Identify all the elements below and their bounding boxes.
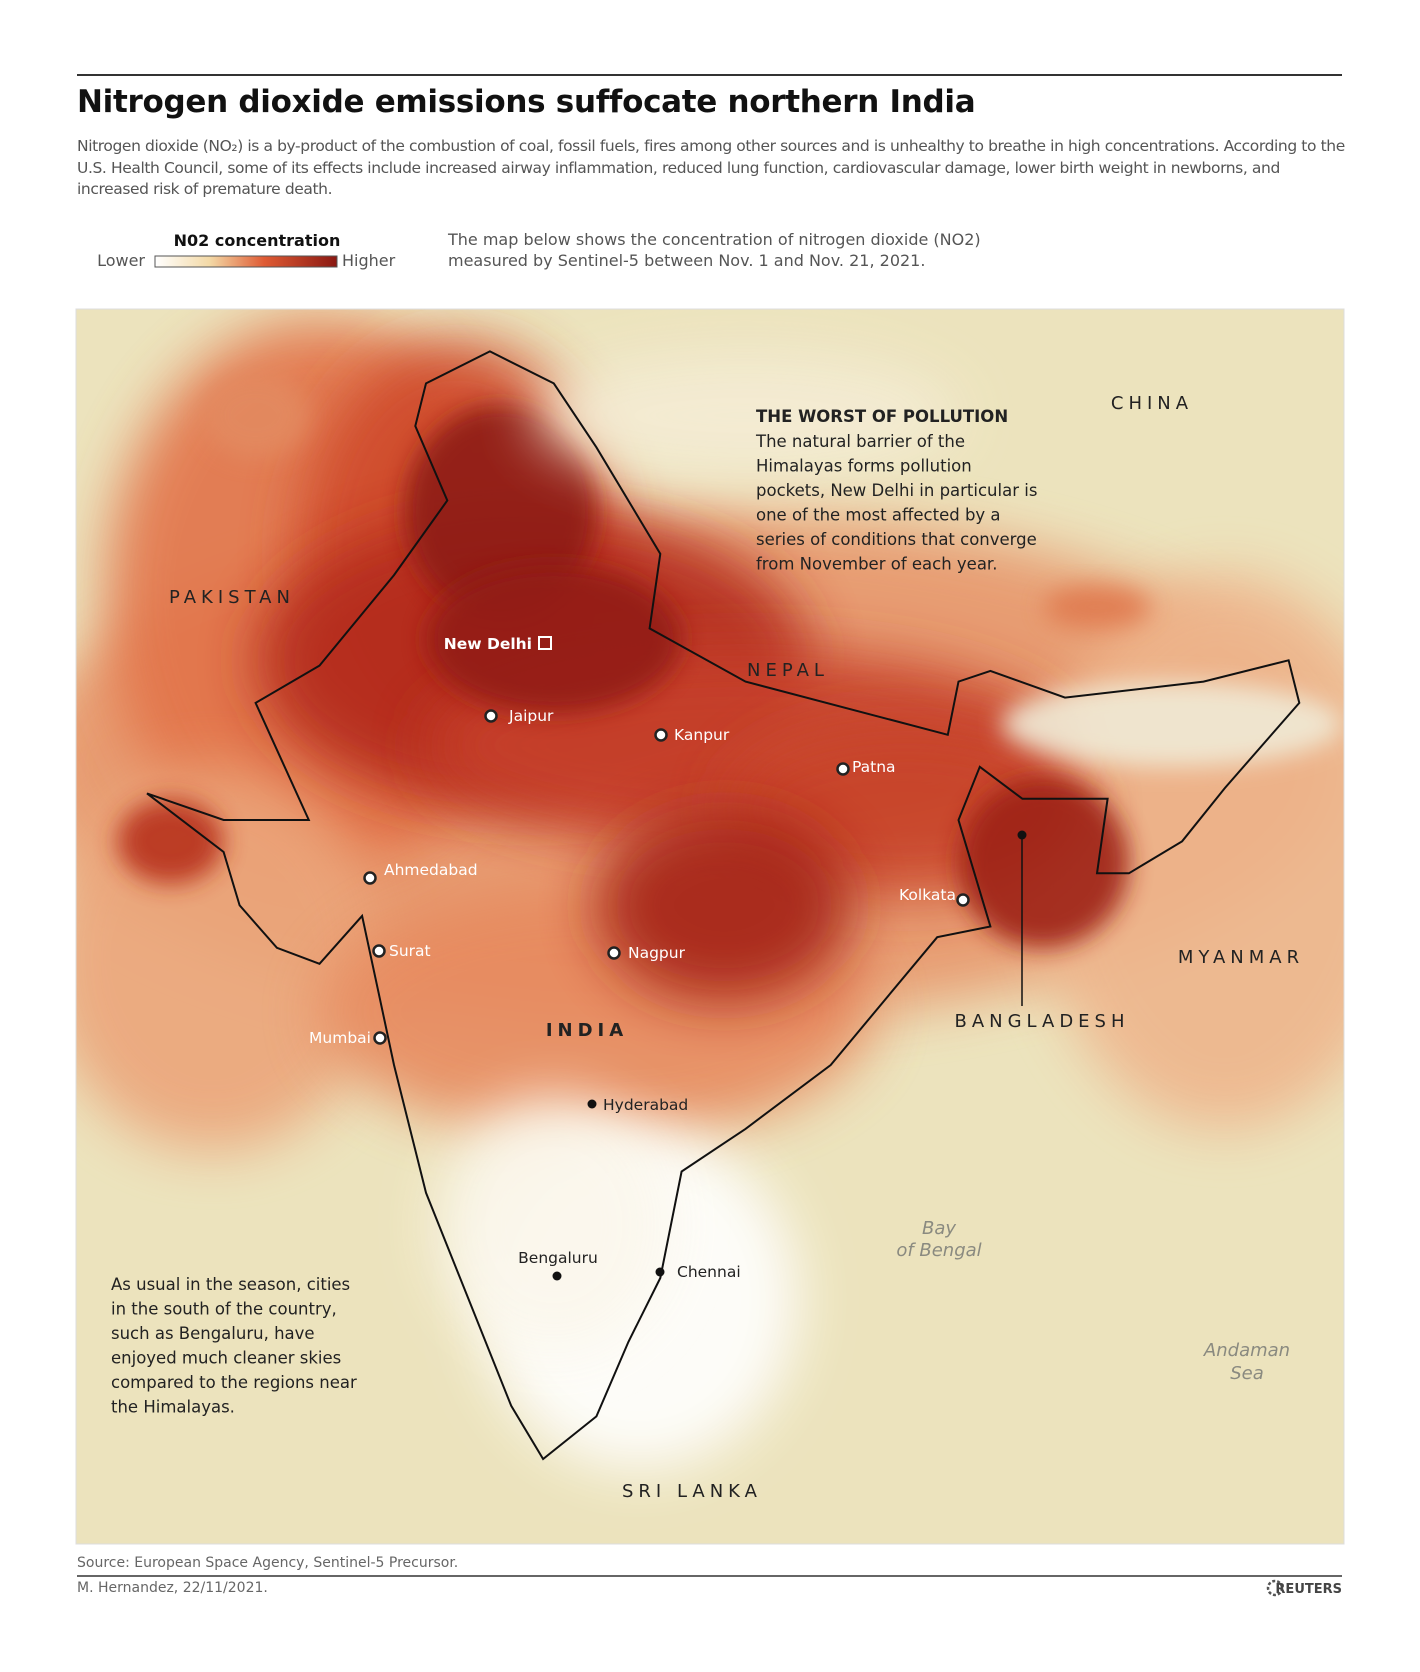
city-marker: [587, 1099, 597, 1109]
city-marker: [484, 709, 498, 723]
annotation-line: Himalayas forms pollution: [756, 457, 972, 476]
source: Source: European Space Agency, Sentinel-…: [77, 1555, 458, 1571]
heat-blob: [1043, 585, 1151, 629]
annotation-line: such as Bengaluru, have: [111, 1324, 315, 1343]
city-marker: [655, 1267, 665, 1277]
heat-blob: [404, 404, 597, 618]
city-label: Mumbai: [309, 1029, 371, 1047]
annotation-line: enjoyed much cleaner skies: [111, 1349, 341, 1368]
city-label: Jaipur: [508, 707, 554, 725]
heat-blob: [958, 777, 1129, 948]
credit: M. Hernandez, 22/11/2021.: [77, 1580, 268, 1596]
country-label: SRI LANKA: [622, 1481, 762, 1502]
legend-low: Lower: [97, 251, 145, 270]
heat-blob: [532, 351, 959, 480]
country-label: PAKISTAN: [169, 587, 295, 608]
sea-label: Sea: [1230, 1363, 1264, 1384]
map-note: measured by Sentinel-5 between Nov. 1 an…: [448, 251, 925, 270]
city-label: Nagpur: [628, 944, 686, 962]
city-marker: [372, 944, 386, 958]
logo-icon: [1266, 1579, 1284, 1597]
city-label: Kanpur: [674, 726, 730, 744]
annotation-line: The natural barrier of the: [755, 432, 965, 451]
city-label: Chennai: [677, 1263, 741, 1281]
country-label: CHINA: [1111, 393, 1193, 414]
annotation-line: from November of each year.: [756, 555, 997, 574]
sea-label: of Bengal: [896, 1240, 981, 1261]
legend-high: Higher: [342, 251, 396, 270]
heat-blob: [117, 798, 224, 884]
title: Nitrogen dioxide emissions suffocate nor…: [77, 84, 976, 120]
annotation: As usual in the season, cities in the sou…: [111, 1275, 357, 1417]
city-label: Ahmedabad: [384, 861, 478, 879]
city-marker: [654, 728, 668, 742]
country-label: NEPAL: [747, 660, 829, 681]
annotation-line: in the south of the country,: [111, 1300, 337, 1319]
country-label: INDIA: [546, 1020, 628, 1041]
country-label: MYANMAR: [1178, 947, 1304, 968]
city-dot: [1017, 830, 1027, 840]
city-marker: [607, 946, 621, 960]
city-marker: [836, 762, 850, 776]
top-rule: [77, 74, 1342, 76]
city-label: Surat: [389, 942, 431, 960]
city-layer: New Delhi Jaipur Kanpur Patna Ahmedabad Kolka…: [309, 635, 970, 1281]
logo: REUTERS: [1275, 1582, 1342, 1597]
city-label: Bengaluru: [518, 1249, 598, 1267]
city-label: Hyderabad: [603, 1096, 688, 1114]
sea-label: Andaman: [1203, 1340, 1290, 1361]
annotation-line: As usual in the season, cities: [111, 1275, 350, 1294]
city-marker: [373, 1031, 387, 1045]
legend-title: N02 concentration: [174, 231, 341, 250]
city-label: Patna: [852, 758, 896, 776]
annotation-line: series of conditions that converge: [756, 530, 1037, 549]
heat-blob: [1001, 681, 1342, 767]
heat-blob: [202, 372, 309, 458]
city-label: Kolkata: [899, 886, 956, 904]
city-marker: [552, 1271, 562, 1281]
map-frame: [75, 308, 1345, 1545]
india-border: [146, 350, 1301, 1461]
heat-blob: [436, 1096, 671, 1353]
heat-blob: [596, 809, 852, 1002]
city-marker: [363, 871, 377, 885]
map: [76, 309, 1344, 1544]
sea-label: Bay: [922, 1218, 956, 1239]
city-label: New Delhi: [444, 635, 532, 653]
heat-blob: [426, 564, 682, 714]
legend-gradient: [154, 255, 338, 268]
annotation: The natural barrier of the Himalayas form…: [755, 432, 1037, 574]
city-marker: [956, 893, 970, 907]
annotation-title: THE WORST OF POLLUTION: [756, 407, 1008, 426]
annotation-line: the Himalayas.: [111, 1398, 235, 1417]
annotation-line: one of the most affected by a: [756, 506, 1001, 525]
city-marker: [538, 636, 552, 650]
description: Nitrogen dioxide (NO₂) is a by-product o…: [77, 137, 1345, 198]
annotation-line: pockets, New Delhi in particular is: [756, 481, 1037, 500]
country-label: BANGLADESH: [954, 1011, 1129, 1032]
heat-layer: [76, 319, 1344, 1470]
map-note: The map below shows the concentration of…: [447, 230, 981, 249]
annotation-line: compared to the regions near: [111, 1373, 357, 1392]
